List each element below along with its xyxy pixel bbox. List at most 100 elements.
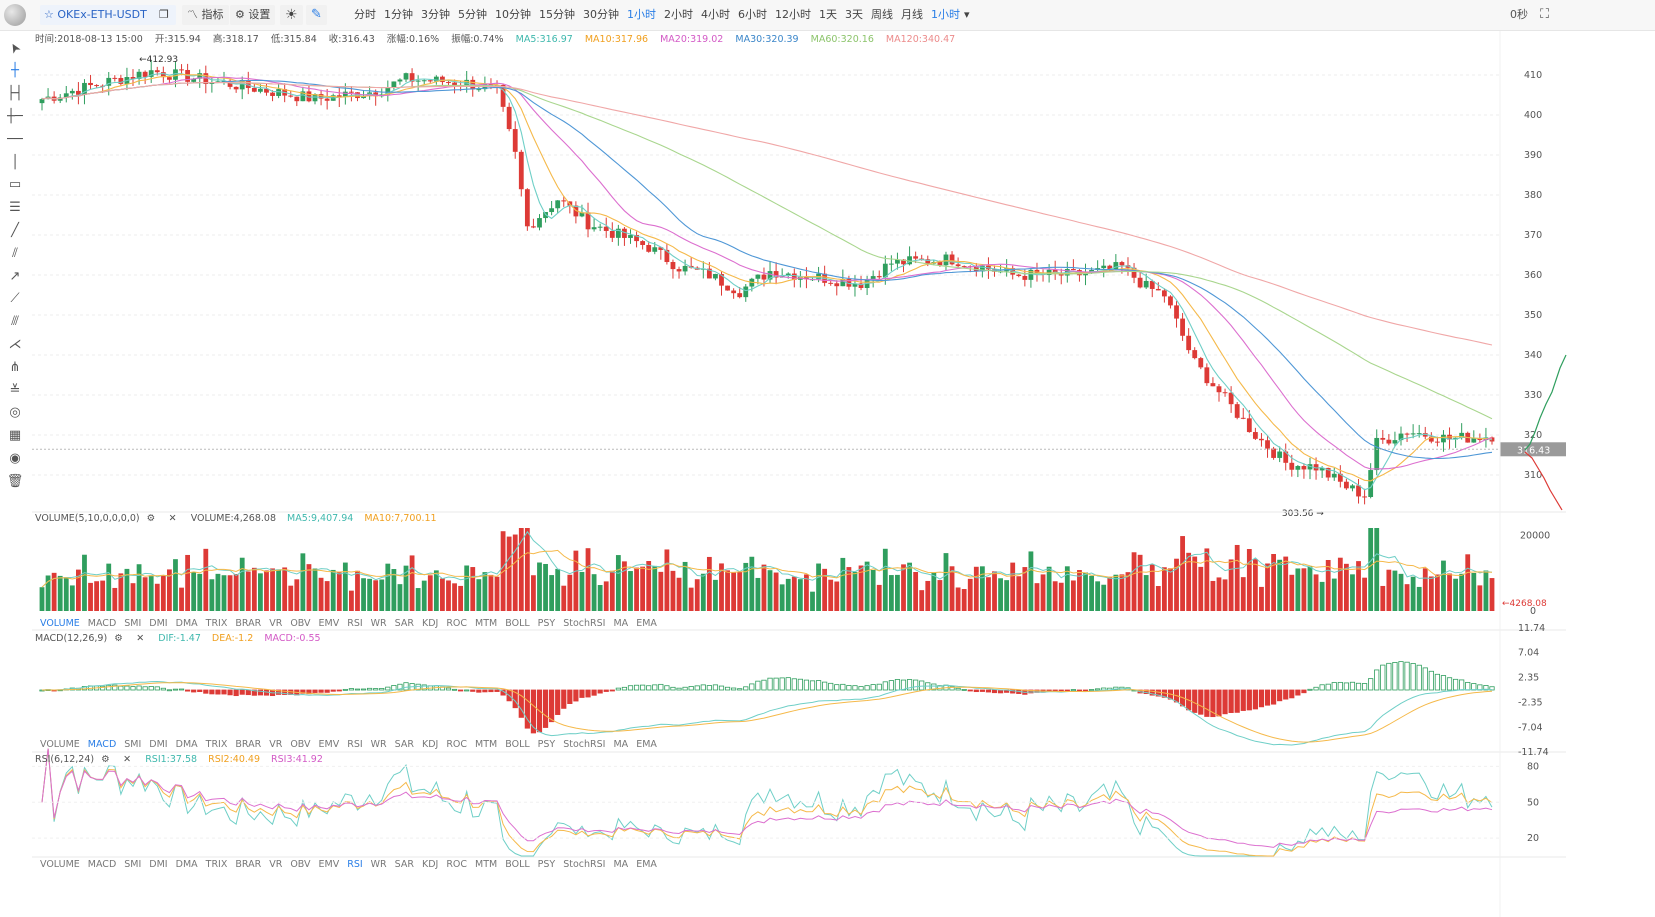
- indicator-tab-stochrsi[interactable]: StochRSI: [563, 739, 606, 750]
- period-tab-13[interactable]: 3天: [845, 8, 863, 21]
- period-tab-1[interactable]: 1分钟: [384, 8, 413, 21]
- indicator-tab-brar[interactable]: BRAR: [235, 618, 262, 629]
- period-tab-15[interactable]: 月线: [901, 8, 923, 21]
- indicator-tab-smi[interactable]: SMI: [124, 739, 142, 750]
- period-tab-5[interactable]: 15分钟: [539, 8, 575, 21]
- pitchfork-icon[interactable]: ⋔: [9, 359, 21, 375]
- indicator-tab-macd[interactable]: MACD: [87, 618, 117, 629]
- indicator-tab-rsi[interactable]: RSI: [347, 618, 363, 629]
- indicator-tab-psy[interactable]: PSY: [537, 739, 556, 750]
- theme-toggle-sun-icon[interactable]: ☀: [280, 5, 303, 25]
- gann-fan-icon[interactable]: ≚: [9, 382, 21, 398]
- macd-close-icon[interactable]: ✕: [136, 633, 145, 644]
- indicator-tab-ma[interactable]: MA: [613, 859, 629, 870]
- indicator-tab-vr[interactable]: VR: [269, 618, 283, 629]
- cursor-icon[interactable]: ➤: [5, 39, 25, 57]
- period-tab-2[interactable]: 3分钟: [421, 8, 450, 21]
- indicator-tab-mtm[interactable]: MTM: [475, 618, 498, 629]
- settings-button[interactable]: ⚙ 设置: [230, 5, 276, 25]
- indicator-tab-mtm[interactable]: MTM: [475, 739, 498, 750]
- indicator-tab-brar[interactable]: BRAR: [235, 859, 262, 870]
- copy-icon[interactable]: ❐: [159, 8, 169, 21]
- indicator-tab-stochrsi[interactable]: StochRSI: [563, 618, 606, 629]
- macd-gear-icon[interactable]: ⚙: [114, 633, 123, 644]
- indicator-tab-roc[interactable]: ROC: [446, 859, 468, 870]
- indicator-tab-stochrsi[interactable]: StochRSI: [563, 859, 606, 870]
- indicator-tab-obv[interactable]: OBV: [290, 739, 311, 750]
- rsi-gear-icon[interactable]: ⚙: [101, 754, 110, 765]
- indicator-tab-roc[interactable]: ROC: [446, 739, 468, 750]
- period-tab-8[interactable]: 2小时: [664, 8, 693, 21]
- indicator-tab-wr[interactable]: WR: [370, 739, 387, 750]
- period-tab-12[interactable]: 1天: [819, 8, 837, 21]
- arrow-line-icon[interactable]: ↗: [9, 268, 21, 284]
- indicator-tab-emv[interactable]: EMV: [318, 739, 340, 750]
- indicator-tab-kdj[interactable]: KDJ: [421, 618, 439, 629]
- indicator-tab-emv[interactable]: EMV: [318, 618, 340, 629]
- indicator-tab-kdj[interactable]: KDJ: [421, 739, 439, 750]
- symbol-selector[interactable]: ☆ OKEx-ETH-USDT: [40, 5, 176, 25]
- indicator-tab-volume[interactable]: VOLUME: [40, 859, 80, 870]
- indicator-tab-vr[interactable]: VR: [269, 739, 283, 750]
- period-tab-3[interactable]: 5分钟: [458, 8, 487, 21]
- fullscreen-icon[interactable]: ⛶: [1540, 7, 1550, 22]
- trash-icon[interactable]: 🗑: [6, 473, 24, 489]
- period-tab-9[interactable]: 4小时: [701, 8, 730, 21]
- indicator-tab-ma[interactable]: MA: [613, 618, 629, 629]
- ray-icon[interactable]: ⟋: [10, 291, 20, 307]
- indicator-tab-dma[interactable]: DMA: [175, 739, 198, 750]
- indicator-tab-macd[interactable]: MACD: [87, 859, 117, 870]
- indicator-tab-psy[interactable]: PSY: [537, 859, 556, 870]
- volume-close-icon[interactable]: ✕: [168, 513, 177, 524]
- horizontal-line-icon[interactable]: ──: [7, 131, 23, 147]
- volume-gear-icon[interactable]: ⚙: [146, 513, 156, 524]
- period-tab-10[interactable]: 6小时: [738, 8, 767, 21]
- channel-icon[interactable]: ⫽: [12, 245, 18, 261]
- indicator-tab-volume[interactable]: VOLUME: [40, 739, 80, 750]
- indicator-tab-sar[interactable]: SAR: [394, 859, 414, 870]
- indicator-tab-rsi[interactable]: RSI: [347, 739, 363, 750]
- indicator-tab-wr[interactable]: WR: [370, 618, 387, 629]
- trend-line-icon[interactable]: ╱: [11, 222, 19, 238]
- indicator-tab-sar[interactable]: SAR: [394, 618, 414, 629]
- indicator-tab-obv[interactable]: OBV: [290, 618, 311, 629]
- indicator-tab-boll[interactable]: BOLL: [505, 859, 530, 870]
- indicator-tab-psy[interactable]: PSY: [537, 618, 556, 629]
- indicator-tab-trix[interactable]: TRIX: [205, 739, 228, 750]
- period-tab-6[interactable]: 30分钟: [583, 8, 619, 21]
- indicator-tab-trix[interactable]: TRIX: [205, 618, 228, 629]
- indicator-tab-boll[interactable]: BOLL: [505, 739, 530, 750]
- indicator-tab-wr[interactable]: WR: [370, 859, 387, 870]
- eye-icon[interactable]: ◉: [9, 450, 21, 466]
- chevron-down-icon[interactable]: ▾: [964, 8, 970, 21]
- indicator-tab-kdj[interactable]: KDJ: [421, 859, 439, 870]
- indicator-tab-ma[interactable]: MA: [613, 739, 629, 750]
- period-tab-14[interactable]: 周线: [871, 8, 893, 21]
- period-tab-11[interactable]: 12小时: [775, 8, 811, 21]
- rsi-close-icon[interactable]: ✕: [123, 754, 132, 765]
- fib-retracement-icon[interactable]: ⫻: [11, 314, 19, 330]
- indicator-tab-emv[interactable]: EMV: [318, 859, 340, 870]
- period-tab-0[interactable]: 分时: [354, 8, 376, 21]
- measure-icon[interactable]: ▦: [8, 428, 22, 444]
- indicator-tab-sar[interactable]: SAR: [394, 739, 414, 750]
- indicator-tab-roc[interactable]: ROC: [446, 618, 468, 629]
- parallel-lines-icon[interactable]: ☰: [9, 200, 21, 216]
- indicator-tab-smi[interactable]: SMI: [124, 859, 142, 870]
- indicator-tab-obv[interactable]: OBV: [290, 859, 311, 870]
- indicator-tab-dmi[interactable]: DMI: [149, 859, 168, 870]
- vertical-line-icon[interactable]: │: [11, 154, 19, 170]
- indicator-tab-dmi[interactable]: DMI: [149, 618, 168, 629]
- period-tab-7[interactable]: 1小时: [627, 8, 656, 21]
- period-tab-4[interactable]: 10分钟: [495, 8, 531, 21]
- indicator-tab-dmi[interactable]: DMI: [149, 739, 168, 750]
- indicator-tab-ema[interactable]: EMA: [636, 618, 657, 629]
- spiral-icon[interactable]: ◎: [9, 405, 21, 421]
- indicator-tab-macd[interactable]: MACD: [87, 739, 117, 750]
- indicator-tab-vr[interactable]: VR: [269, 859, 283, 870]
- fib-fan-icon[interactable]: ⋌: [8, 336, 22, 352]
- indicator-tab-boll[interactable]: BOLL: [505, 618, 530, 629]
- indicator-tab-smi[interactable]: SMI: [124, 618, 142, 629]
- price-line-icon[interactable]: ▭: [8, 177, 22, 193]
